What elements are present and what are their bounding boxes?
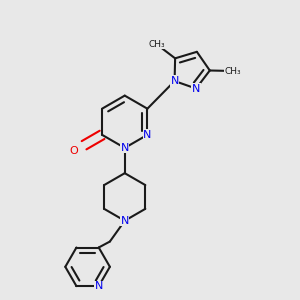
Text: N: N — [192, 84, 200, 94]
Text: N: N — [170, 76, 179, 86]
Text: CH₃: CH₃ — [224, 67, 241, 76]
Text: O: O — [69, 146, 78, 157]
Text: CH₃: CH₃ — [148, 40, 165, 49]
Text: N: N — [121, 216, 129, 226]
Text: N: N — [94, 281, 103, 291]
Text: N: N — [121, 143, 129, 153]
Text: N: N — [143, 130, 152, 140]
